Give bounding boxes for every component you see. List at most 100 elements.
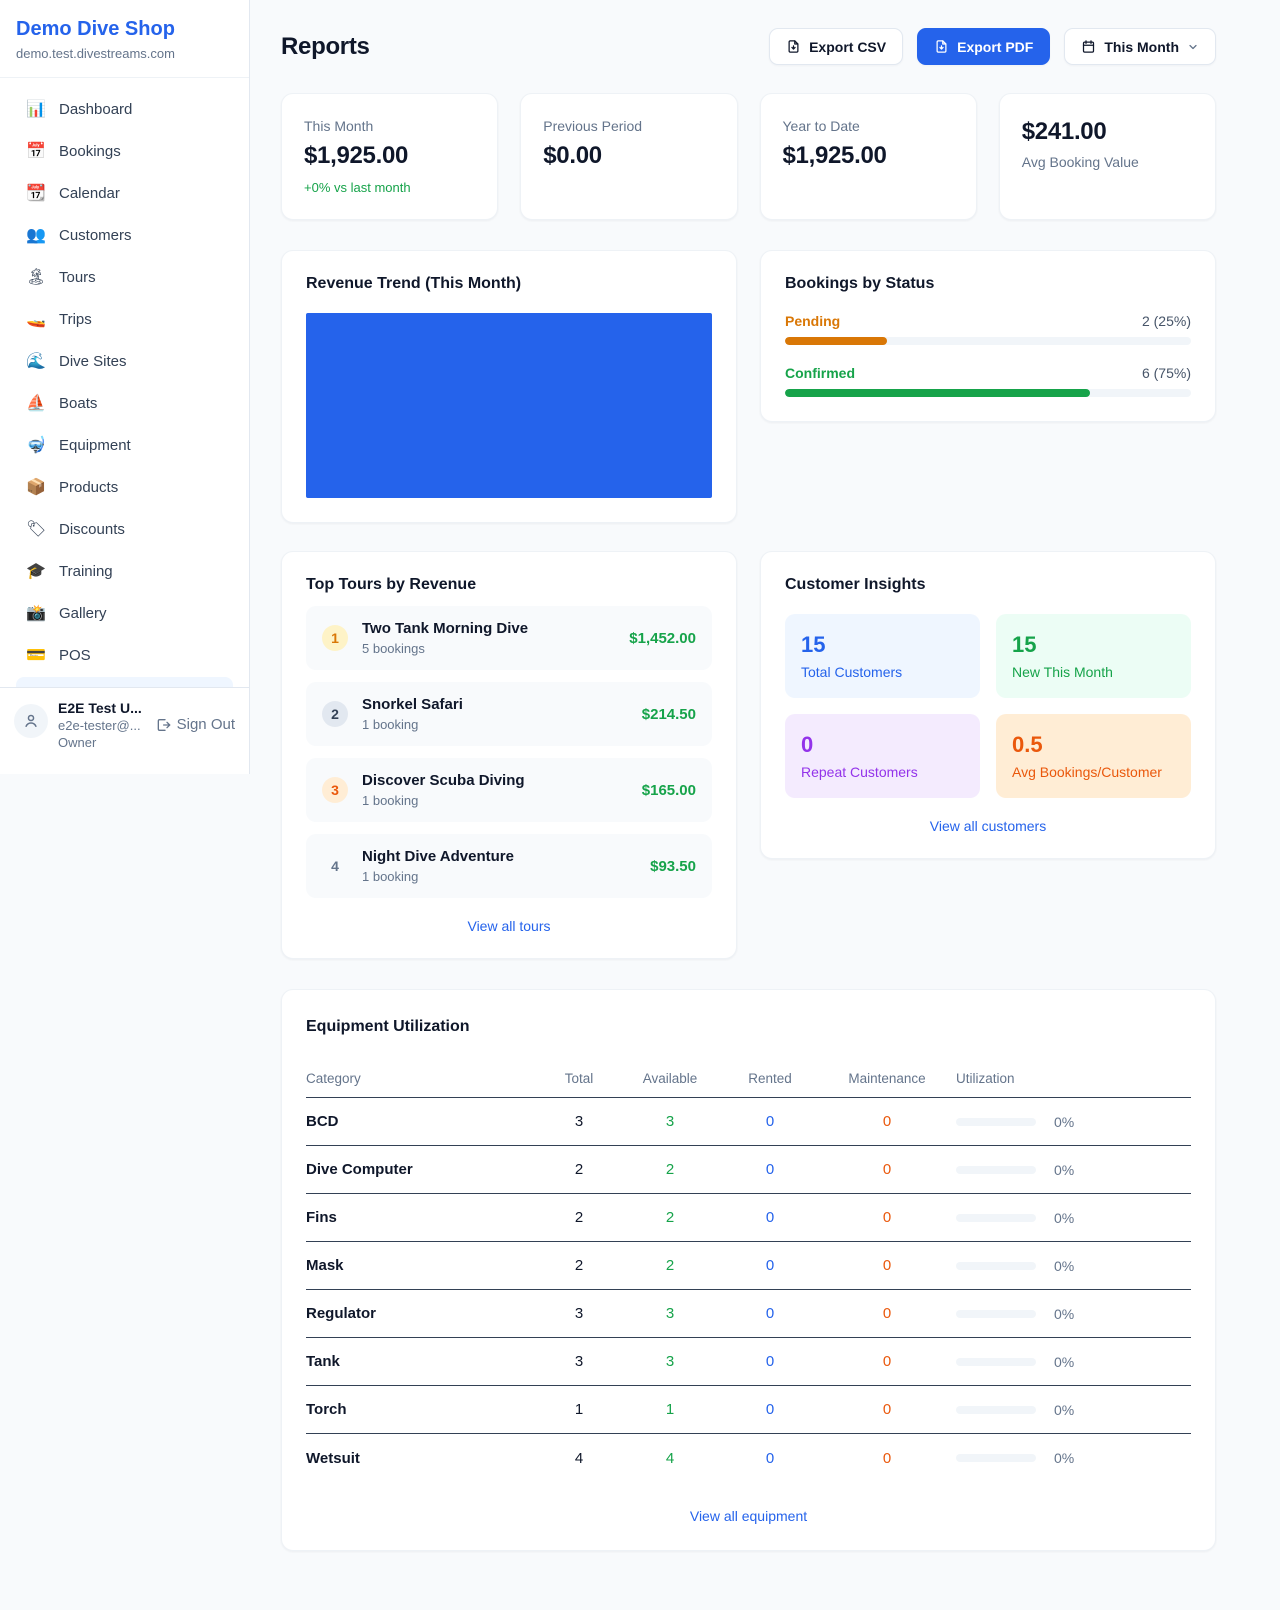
sign-out-button[interactable]: Sign Out: [155, 716, 235, 733]
stat-card-year-to-date: Year to Date $1,925.00: [759, 93, 977, 220]
col-header-category: Category: [306, 1071, 361, 1086]
stat-card-this-month: This Month $1,925.00 +0% vs last month: [281, 93, 499, 220]
col-header-utilization: Utilization: [956, 1071, 1015, 1086]
col-header-available: Available: [642, 1071, 698, 1086]
cell-available: 3: [665, 1353, 675, 1370]
sidebar-item-tours[interactable]: 🏝 Tours: [8, 256, 241, 298]
cell-total: 3: [574, 1305, 584, 1322]
tour-name: Discover Scuba Diving: [362, 772, 525, 789]
tile-label: New This Month: [1012, 664, 1113, 680]
insight-tile-repeat-customers: 0 Repeat Customers: [785, 714, 980, 798]
sidebar-item-calendar[interactable]: 📆 Calendar: [8, 172, 241, 214]
sidebar-item-dive-sites[interactable]: 🌊 Dive Sites: [8, 340, 241, 382]
cell-available: 2: [665, 1161, 675, 1178]
sidebar-item-customers[interactable]: 👥 Customers: [8, 214, 241, 256]
tour-name: Night Dive Adventure: [362, 848, 514, 865]
sidebar-item-discounts[interactable]: 🏷 Discounts: [8, 508, 241, 550]
stat-value: $241.00: [1021, 118, 1107, 145]
cell-maintenance: 0: [882, 1449, 892, 1467]
sidebar-item-dashboard[interactable]: 📊 Dashboard: [8, 88, 241, 130]
customer-insights-title: Customer Insights: [785, 576, 926, 593]
sailboat-icon: ⛵: [26, 395, 46, 412]
cell-available: 3: [665, 1113, 675, 1130]
cell-category: Wetsuit: [306, 1449, 360, 1467]
view-all-tours-link[interactable]: View all tours: [467, 918, 551, 934]
sidebar-item-reports-partial[interactable]: [16, 677, 233, 687]
sidebar-item-gallery[interactable]: 📸 Gallery: [8, 592, 241, 634]
tour-list-item: 4 Night Dive Adventure 1 booking $93.50: [306, 834, 712, 898]
shop-domain: demo.test.divestreams.com: [16, 46, 175, 61]
file-download-icon: [936, 40, 947, 53]
logout-icon: [157, 718, 170, 731]
cell-category: Fins: [306, 1209, 337, 1226]
col-header-rented: Rented: [748, 1071, 792, 1086]
sign-out-label: Sign Out: [176, 716, 235, 733]
export-csv-button[interactable]: Export CSV: [769, 28, 904, 65]
insight-tile-avg-bookings: 0.5 Avg Bookings/Customer: [996, 714, 1191, 798]
tile-label: Total Customers: [801, 664, 903, 680]
utilization-percent: 0%: [1054, 1161, 1075, 1178]
export-pdf-button[interactable]: Export PDF: [917, 28, 1051, 65]
tour-bookings: 1 booking: [362, 869, 419, 884]
stat-cards: This Month $1,925.00 +0% vs last month P…: [281, 93, 1216, 220]
cell-available: 1: [665, 1401, 675, 1418]
status-row-confirmed: Confirmed 6 (75%): [785, 365, 1191, 397]
user-name: E2E Test U...: [58, 700, 142, 716]
status-value: 2 (25%): [1141, 313, 1191, 329]
top-tours-title: Top Tours by Revenue: [306, 576, 477, 593]
person-icon: [25, 714, 37, 727]
table-body: BCD 3 3 0 0 0% Dive Computer 2 2 0 0 0% …: [306, 1098, 1191, 1482]
view-all-equipment-link[interactable]: View all equipment: [689, 1508, 808, 1524]
bookings-by-status-title: Bookings by Status: [785, 275, 935, 292]
calendar-icon: 📆: [26, 185, 46, 202]
cell-maintenance: 0: [882, 1209, 892, 1226]
revenue-trend-title: Revenue Trend (This Month): [306, 275, 522, 292]
sidebar-item-trips[interactable]: 🚤 Trips: [8, 298, 241, 340]
progress-fill: [785, 389, 1090, 397]
status-label: Confirmed: [785, 365, 855, 381]
sidebar-item-products[interactable]: 📦 Products: [8, 466, 241, 508]
revenue-trend-card: Revenue Trend (This Month): [281, 250, 737, 523]
cell-total: 2: [574, 1257, 584, 1274]
utilization-bar: [956, 1117, 1036, 1126]
view-all-customers-link[interactable]: View all customers: [929, 818, 1047, 834]
status-value: 6 (75%): [1141, 365, 1191, 381]
sidebar-item-training[interactable]: 🎓 Training: [8, 550, 241, 592]
table-header-row: Category Total Available Rented Maintena…: [306, 1060, 1191, 1098]
bar-chart-icon: 📊: [26, 101, 46, 118]
tour-list-item: 1 Two Tank Morning Dive 5 bookings $1,452…: [306, 606, 712, 670]
sidebar-item-boats[interactable]: ⛵ Boats: [8, 382, 241, 424]
stat-label: Year to Date: [782, 118, 860, 134]
rank-badge: 3: [322, 777, 348, 803]
sidebar-item-pos[interactable]: 💳 POS: [8, 634, 241, 676]
people-icon: 👥: [26, 227, 46, 244]
utilization-bar: [956, 1165, 1036, 1174]
utilization-bar: [956, 1309, 1036, 1318]
tour-list-item: 3 Discover Scuba Diving 1 booking $165.00: [306, 758, 712, 822]
sidebar-item-label: Tours: [59, 268, 96, 286]
sidebar-item-label: Equipment: [59, 436, 131, 454]
sidebar-item-label: Discounts: [59, 520, 125, 538]
graduation-cap-icon: 🎓: [26, 563, 46, 580]
cell-maintenance: 0: [882, 1305, 892, 1322]
cell-rented: 0: [765, 1353, 775, 1370]
tour-revenue: $214.50: [641, 705, 696, 723]
insight-tile-new-this-month: 15 New This Month: [996, 614, 1191, 698]
tile-value: 15: [801, 632, 826, 657]
utilization-bar: [956, 1405, 1036, 1414]
customer-insights-card: Customer Insights 15 Total Customers 15 …: [760, 551, 1216, 859]
period-dropdown[interactable]: This Month: [1064, 28, 1216, 65]
sidebar-item-label: Training: [59, 562, 113, 580]
utilization-percent: 0%: [1054, 1401, 1075, 1418]
calendar-icon: [1083, 40, 1095, 53]
cell-available: 2: [665, 1209, 675, 1226]
table-row: Fins 2 2 0 0 0%: [306, 1194, 1191, 1242]
cell-category: BCD: [306, 1113, 339, 1130]
cell-total: 4: [574, 1449, 584, 1467]
sidebar: Demo Dive Shop demo.test.divestreams.com…: [0, 0, 250, 774]
cell-maintenance: 0: [882, 1401, 892, 1418]
sidebar-item-bookings[interactable]: 📅 Bookings: [8, 130, 241, 172]
utilization-percent: 0%: [1054, 1257, 1075, 1274]
cell-category: Torch: [306, 1401, 347, 1418]
sidebar-item-equipment[interactable]: 🤿 Equipment: [8, 424, 241, 466]
